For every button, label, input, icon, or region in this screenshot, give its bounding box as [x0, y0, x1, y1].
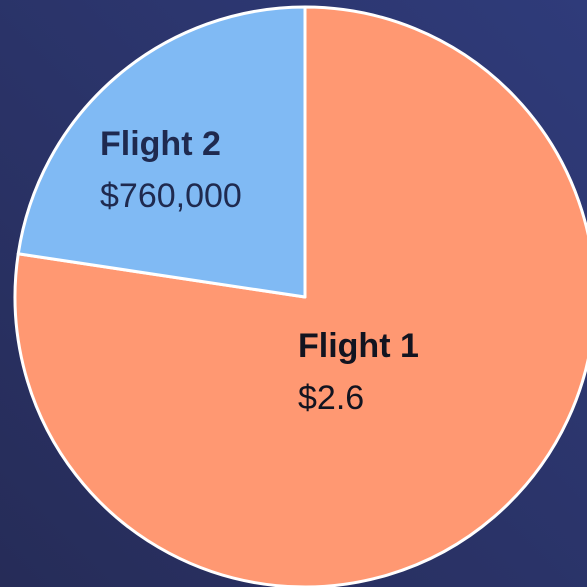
pie — [13, 5, 587, 587]
labels: Flight 1 $2.6 Flight 2 $760,000 — [100, 125, 419, 417]
slice-value: $760,000 — [100, 177, 242, 215]
pie-slice — [16, 5, 307, 299]
slice-label: Flight 2 — [100, 125, 221, 163]
slice-value: $2.6 — [298, 379, 364, 417]
slice-label: Flight 1 — [298, 327, 419, 365]
